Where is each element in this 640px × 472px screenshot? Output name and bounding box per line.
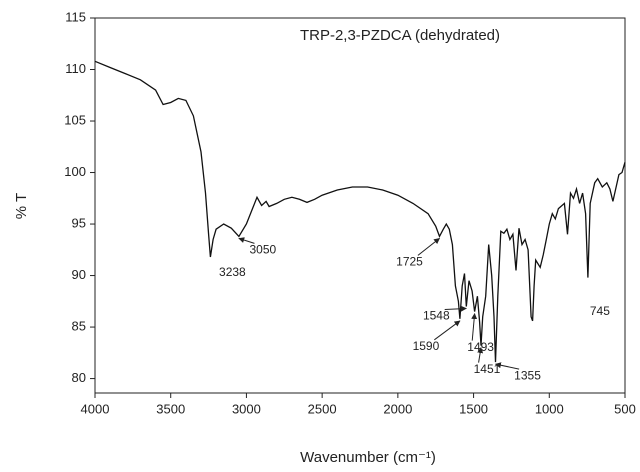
annotation-arrow [471, 313, 478, 341]
y-tick-label: 95 [72, 215, 86, 230]
annotation-label: 1548 [423, 309, 450, 323]
x-tick-label: 1000 [535, 401, 564, 416]
y-tick-label: 80 [72, 370, 86, 385]
annotation-arrow [477, 347, 484, 363]
chart-title: TRP-2,3-PZDCA (dehydrated) [300, 27, 500, 44]
y-tick-label: 85 [72, 319, 86, 334]
x-tick-label: 1500 [459, 401, 488, 416]
y-tick-label: 110 [65, 61, 86, 76]
annotation-label: 1355 [514, 368, 541, 382]
y-tick-label: 100 [64, 164, 86, 179]
annotation-arrow [444, 305, 467, 312]
y-tick-label: 105 [64, 112, 86, 127]
annotation-arrow [494, 362, 520, 370]
plot-frame [94, 17, 626, 394]
y-tick-label: 115 [65, 9, 86, 24]
annotation-label: 1590 [413, 339, 440, 353]
spectrum-line [94, 60, 626, 363]
annotation-arrow [417, 238, 440, 256]
x-tick-label: 2500 [308, 401, 337, 416]
x-tick-label: 2000 [383, 401, 412, 416]
annotation-arrow [434, 320, 461, 341]
x-axis-label: Wavenumber (cm⁻¹) [300, 449, 436, 466]
annotation-label: 1451 [474, 362, 501, 376]
x-tick-label: 3000 [232, 401, 261, 416]
annotation-label: 1493 [467, 340, 494, 354]
annotation-arrow [238, 237, 255, 244]
annotation-label: 3238 [219, 265, 246, 279]
annotation-label: 3050 [250, 243, 277, 257]
annotation-label: 1725 [396, 255, 423, 269]
annotation-label: 745 [590, 304, 610, 318]
x-tick-label: 4000 [81, 401, 110, 416]
y-axis-label: % T [13, 193, 30, 219]
x-tick-label: 500 [614, 401, 636, 416]
x-tick-label: 3500 [156, 401, 185, 416]
y-tick-label: 90 [72, 267, 86, 282]
